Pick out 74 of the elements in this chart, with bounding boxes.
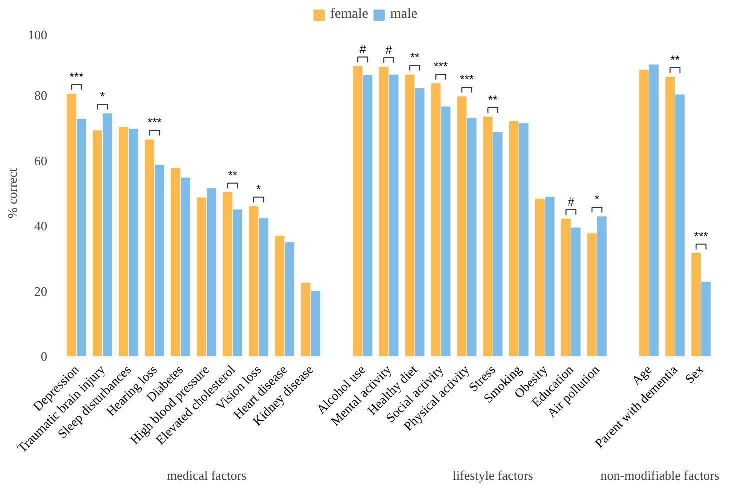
annotation: # [568,194,575,209]
annotation: ** [410,50,420,65]
y-tick-label: 0 [41,349,48,364]
bar [233,210,242,356]
y-tick-label: 100 [28,28,48,42]
bar [379,67,389,356]
bar [155,165,164,356]
bar [301,283,311,356]
bar [509,121,519,356]
y-tick-label: 60 [34,153,48,168]
bar [353,66,363,356]
bar [519,123,529,356]
annotation: # [386,42,393,57]
bar [311,291,321,356]
annotation: * [594,192,600,207]
bar [649,64,659,356]
bar [275,236,285,356]
bar [640,70,649,356]
bar [223,192,233,356]
bar [67,94,76,356]
bar [483,116,493,356]
bar [415,88,425,356]
bar [129,128,138,356]
annotation: *** [70,70,84,84]
bar [285,242,295,356]
annotation: * [256,182,262,196]
bar [389,74,399,356]
bar [76,119,86,356]
y-axis-title: % correct [5,168,20,219]
bar [562,218,571,356]
annotation: *** [694,229,709,244]
y-tick-label: 20 [34,284,48,299]
bar [571,228,581,356]
bar [259,218,269,356]
legend-label: female [330,7,368,23]
bar [93,130,102,356]
bar [441,106,451,356]
bar [467,118,477,356]
bar [666,77,676,356]
bar [702,282,711,356]
bar [405,74,415,356]
text: lifestyle factors [452,468,534,483]
annotation: *** [460,72,474,87]
bar [145,140,155,356]
annotation: * [100,90,106,104]
annotation: *** [148,116,162,130]
bar [536,199,545,356]
legend-label: male [390,7,418,23]
annotation: ** [488,92,498,107]
text: non-modifiable factors [600,468,720,483]
bar [493,132,503,356]
bar [457,96,467,356]
x-tick-label: Sex [682,362,707,387]
y-tick-label: 40 [34,218,48,234]
annotation: *** [434,60,448,74]
bar [431,84,441,356]
bar [363,75,373,356]
bar [119,127,129,356]
bar [171,168,181,356]
bar [181,178,190,356]
text: medical factors [166,468,247,483]
bar [249,206,259,356]
bar [676,94,685,356]
bar [545,197,555,356]
bar [597,216,607,356]
bar [588,234,597,356]
y-tick-label: 80 [34,88,48,104]
bar [692,253,702,356]
annotation: ** [670,53,680,68]
bar [207,188,216,356]
annotation: ** [228,168,238,182]
bar [197,198,207,356]
annotation: # [360,42,367,56]
bar [102,114,112,356]
